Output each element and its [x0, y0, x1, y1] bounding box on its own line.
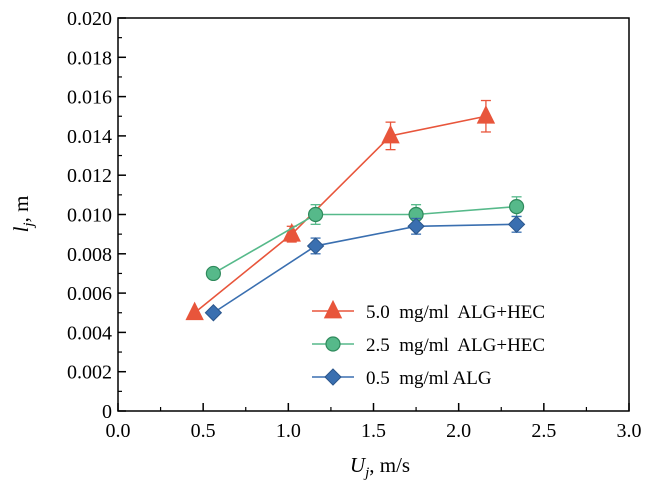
x-tick-label: 1.5	[361, 420, 386, 442]
data-point	[205, 265, 221, 282]
y-tick-label: 0	[102, 401, 112, 423]
x-tick-label: 2.0	[446, 420, 471, 442]
axis-ticks: 0.0 0.5 1.0 1.5 2.0 2.5 3.0 0 0.002 0.004 0.006 0.0…	[67, 8, 642, 442]
y-tick-label: 0.018	[67, 47, 112, 69]
y-tick-label: 0.012	[67, 165, 112, 187]
series-triangle	[185, 99, 496, 321]
data-point	[185, 301, 204, 321]
y-tick-label: 0.008	[67, 244, 112, 266]
y-axis-label-sub: j	[21, 222, 37, 228]
series-line	[212, 223, 517, 314]
data-point	[381, 124, 400, 144]
x-axis-label: Uj, m/s	[350, 453, 410, 481]
data-point	[407, 217, 425, 235]
x-axis-label-sub: j	[363, 465, 369, 481]
legend-entry: 5.0 mg/ml ALG+HEC	[312, 299, 545, 323]
series-circle	[205, 196, 525, 282]
y-tick-label: 0.010	[67, 205, 112, 227]
x-tick-label: 0.0	[106, 420, 131, 442]
y-tick-label: 0.002	[67, 362, 112, 384]
y-tick-label: 0.006	[67, 283, 112, 305]
y-axis-label-main: l	[9, 226, 33, 232]
y-tick-label: 0.014	[67, 126, 112, 148]
x-tick-label: 0.5	[191, 420, 216, 442]
y-tick-label: 0.020	[67, 8, 112, 30]
series-diamond	[204, 215, 526, 322]
legend-marker	[325, 336, 341, 352]
x-tick-label: 2.5	[531, 420, 556, 442]
series-line	[194, 115, 487, 314]
legend-entry: 2.5 mg/ml ALG+HEC	[312, 335, 545, 356]
legend-marker	[323, 299, 343, 319]
y-tick-label: 0.004	[67, 322, 112, 344]
x-tick-label: 3.0	[617, 420, 642, 442]
legend: 5.0 mg/ml ALG+HEC 2.5 mg/ml ALG+HEC 0.5 mg…	[312, 299, 545, 389]
legend-marker	[324, 368, 342, 386]
x-tick-label: 1.0	[276, 420, 301, 442]
legend-label: 5.0 mg/ml ALG+HEC	[366, 302, 545, 323]
data-point	[306, 237, 325, 255]
legend-entry: 0.5 mg/ml ALG	[312, 368, 492, 389]
data-point	[282, 223, 301, 242]
y-tick-label: 0.016	[67, 87, 112, 109]
data-point	[476, 105, 496, 124]
y-axis-label-unit: , m	[9, 196, 33, 223]
plot-frame	[117, 17, 630, 412]
legend-label: 0.5 mg/ml ALG	[366, 368, 492, 389]
data-point	[307, 206, 324, 223]
series-line	[212, 205, 517, 275]
data-point	[204, 304, 223, 322]
y-axis-label: lj, m	[9, 196, 37, 233]
series-layer	[185, 99, 526, 322]
data-point	[508, 199, 525, 215]
legend-label: 2.5 mg/ml ALG+HEC	[366, 335, 545, 356]
x-axis-label-unit: , m/s	[369, 453, 410, 477]
x-axis-label-main: U	[350, 453, 367, 477]
data-point	[507, 215, 526, 234]
